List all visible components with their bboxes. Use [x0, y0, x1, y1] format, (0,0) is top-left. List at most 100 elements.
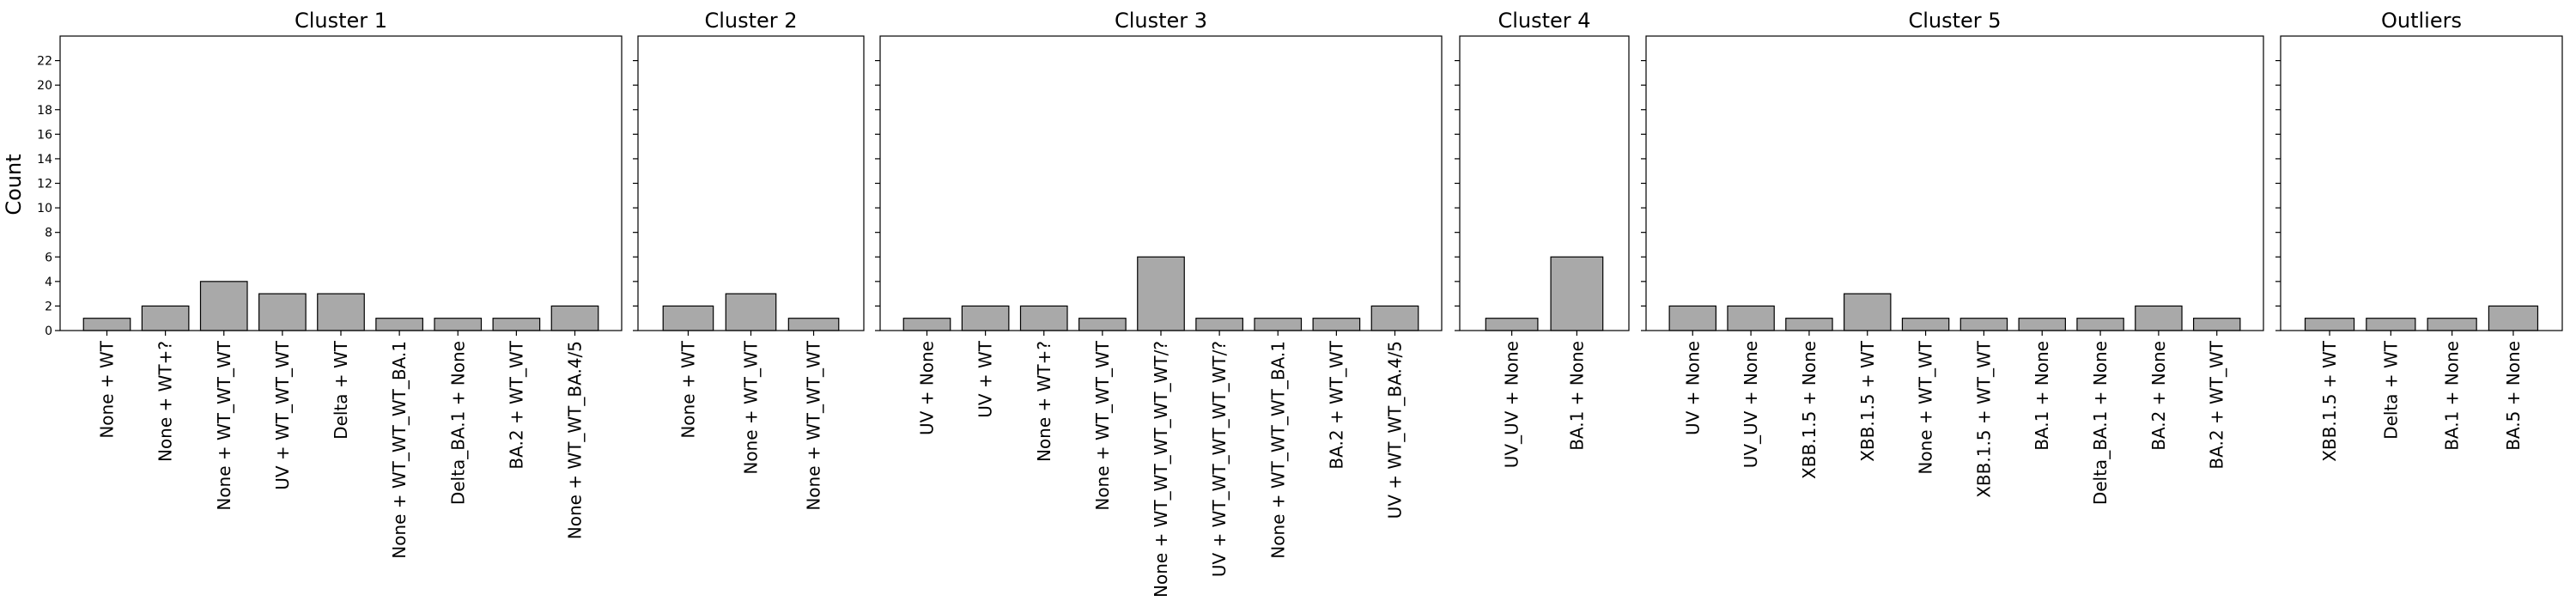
- chart-panels: Cluster 1 0 2 4 6 8 10 12 14 16 18 20 22 None + WT Non…: [37, 9, 2563, 598]
- x-tick-label: Delta_BA.1 + None: [2090, 341, 2111, 505]
- bar: [1959, 318, 2008, 331]
- chart-panel-1: Cluster 1 0 2 4 6 8 10 12 14 16 18 20 22 None + WT Non…: [37, 9, 623, 559]
- x-tick-label: Delta + WT: [331, 340, 351, 440]
- bar: [787, 318, 840, 331]
- x-tick-label: None + WT_WT_WT_BA.1: [389, 341, 410, 559]
- bar: [1078, 318, 1127, 331]
- x-tick-label: UV + WT_WT_WT_WT_WT/?: [1209, 341, 1230, 577]
- x-tick-label: BA.2 + WT_WT: [2207, 340, 2227, 469]
- bar: [1195, 318, 1243, 331]
- x-tick-label: XBB.1.5 + None: [1799, 341, 1820, 479]
- chart-panel-2: Cluster 2 None + WT None + WT_WT None + WT_…: [633, 9, 865, 511]
- y-tick-label: 22: [37, 55, 52, 69]
- plot-frame: [2280, 35, 2563, 331]
- x-tick-label: UV + WT_WT_BA.4/5: [1385, 341, 1406, 519]
- x-tick-label: BA.1 + None: [2032, 341, 2052, 451]
- x-tick-label: UV + WT_WT_WT: [272, 340, 293, 490]
- x-tick-label: BA.2 + WT_WT: [1326, 340, 1346, 469]
- bar: [2366, 318, 2416, 331]
- x-tick-label: None + WT_WT_WT_BA.1: [1267, 341, 1288, 559]
- y-tick-label: 20: [37, 79, 52, 93]
- x-tick-label: Delta + WT: [2380, 340, 2401, 440]
- bar: [1312, 318, 1361, 331]
- chart-title: Cluster 3: [1115, 9, 1207, 33]
- x-tick-label: None + WT: [97, 340, 118, 438]
- bar: [2427, 318, 2477, 331]
- bar: [550, 305, 599, 331]
- bar: [1485, 318, 1539, 331]
- bar: [1254, 318, 1303, 331]
- bar: [1019, 305, 1068, 331]
- x-tick-label: Delta_BA.1 + None: [447, 341, 468, 505]
- bar: [258, 293, 307, 331]
- bar: [1785, 318, 1833, 331]
- x-tick-label: None + WT: [677, 340, 698, 438]
- bar: [2076, 318, 2124, 331]
- y-tick-label: 10: [37, 202, 52, 216]
- bar: [902, 318, 951, 331]
- bar: [2018, 318, 2066, 331]
- x-tick-label: BA.1 + None: [1566, 341, 1587, 451]
- x-tick-label: None + WT+?: [1034, 341, 1054, 462]
- bar: [317, 293, 365, 331]
- y-tick-label: 14: [37, 153, 52, 167]
- chart-title: Cluster 2: [704, 9, 797, 33]
- bar: [662, 305, 714, 331]
- bar: [2304, 318, 2355, 331]
- x-tick-label: XBB.1.5 + WT: [1857, 340, 1878, 462]
- x-tick-label: None + WT_WT_WT: [804, 340, 824, 510]
- chart-title: Cluster 5: [1908, 9, 2001, 33]
- bar: [492, 318, 541, 331]
- bar: [1137, 256, 1185, 331]
- plot-frame: [59, 35, 623, 331]
- bar: [2488, 305, 2539, 331]
- bar: [1727, 305, 1775, 331]
- x-tick-label: UV_UV + None: [1502, 341, 1522, 468]
- bar: [2193, 318, 2241, 331]
- bar: [434, 318, 483, 331]
- chart-title: Cluster 1: [295, 9, 387, 33]
- plot-frame: [637, 35, 865, 331]
- bar: [82, 318, 131, 331]
- bar: [961, 305, 1010, 331]
- y-axis-label: Count: [2, 154, 26, 215]
- chart-title: Outliers: [2381, 9, 2462, 33]
- x-tick-label: UV + WT: [975, 340, 996, 418]
- x-tick-label: None + WT_WT_BA.4/5: [565, 341, 586, 539]
- bar: [141, 305, 190, 331]
- y-tick-label: 0: [45, 325, 52, 338]
- bar: [1550, 256, 1604, 331]
- y-tick-label: 4: [45, 276, 52, 289]
- bar: [2135, 305, 2183, 331]
- x-tick-label: None + WT_WT: [1916, 340, 1936, 474]
- y-tick-label: 2: [45, 300, 52, 313]
- bar: [725, 293, 777, 331]
- y-tick-label: 16: [37, 128, 52, 142]
- x-tick-label: None + WT_WT_WT_WT_WT/?: [1151, 341, 1171, 598]
- x-tick-label: UV + None: [917, 341, 938, 435]
- x-tick-label: None + WT+?: [155, 341, 176, 462]
- y-tick-label: 8: [45, 227, 52, 240]
- plot-frame: [1645, 35, 2264, 331]
- bar: [1668, 305, 1716, 331]
- x-tick-label: UV + None: [1682, 341, 1703, 435]
- y-tick-label: 6: [45, 251, 52, 264]
- bar: [1844, 293, 1892, 331]
- bar: [199, 281, 248, 331]
- chart-panel-4: Cluster 4 UV_UV + None BA.1 + None: [1455, 9, 1630, 468]
- x-tick-label: XBB.1.5 + WT: [2319, 340, 2340, 462]
- x-tick-label: BA.2 + None: [2148, 341, 2169, 451]
- x-tick-label: UV_UV + None: [1741, 341, 1761, 468]
- y-tick-label: 18: [37, 104, 52, 118]
- plot-frame: [879, 35, 1443, 331]
- chart-title: Cluster 4: [1498, 9, 1590, 33]
- y-tick-label: 12: [37, 178, 52, 191]
- bar: [375, 318, 423, 331]
- bar: [1901, 318, 1950, 331]
- x-tick-label: BA.5 + None: [2503, 341, 2524, 451]
- x-tick-label: BA.1 + None: [2442, 341, 2463, 451]
- x-tick-label: None + WT_WT_WT: [214, 340, 234, 510]
- chart-panel-6: Outliers XBB.1.5 + WT Delta + WT BA.1 + Non…: [2275, 9, 2563, 462]
- x-tick-label: None + WT_WT: [741, 340, 762, 474]
